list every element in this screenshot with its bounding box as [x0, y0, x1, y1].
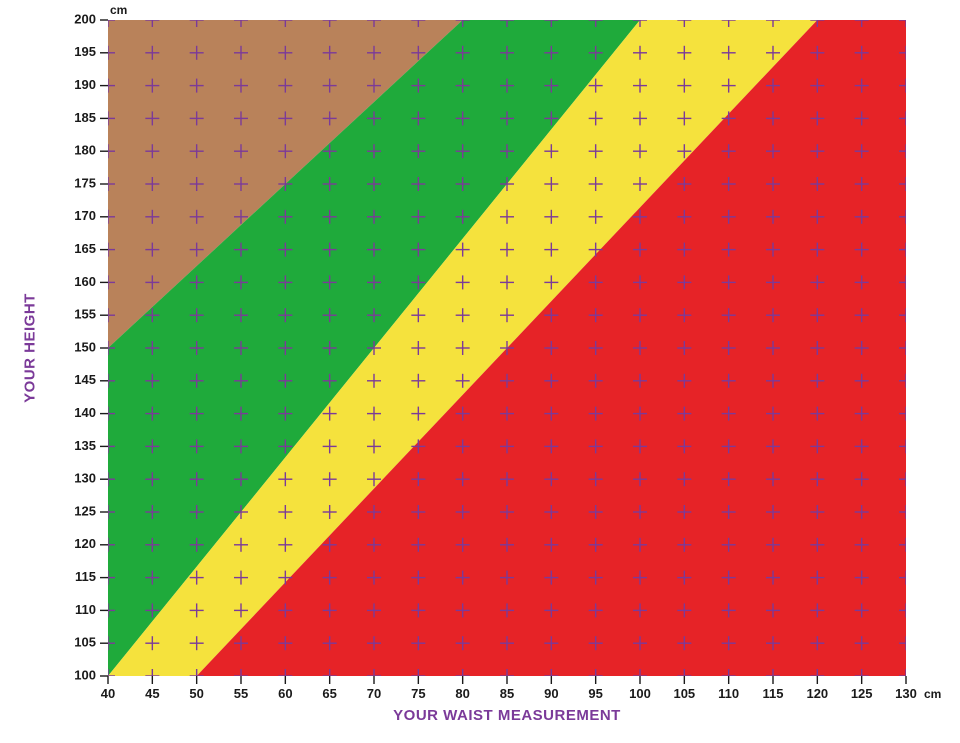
y-axis-title: YOUR HEIGHT: [22, 293, 39, 403]
x-tick-label: 125: [851, 686, 873, 701]
x-unit-label: cm: [924, 687, 941, 701]
x-tick-label: 110: [718, 686, 739, 701]
x-tick-label: 130: [895, 686, 917, 701]
y-tick-label: 115: [75, 569, 96, 584]
x-tick-label: 85: [500, 686, 514, 701]
y-tick-label: 190: [74, 77, 96, 92]
y-tick-label: 155: [74, 307, 96, 322]
x-tick-label: 70: [367, 686, 381, 701]
y-tick-label: 120: [74, 536, 96, 551]
y-tick-label: 160: [74, 274, 96, 289]
x-tick-label: 95: [588, 686, 602, 701]
x-tick-label: 115: [763, 686, 784, 701]
x-tick-label: 75: [411, 686, 425, 701]
y-tick-label: 130: [74, 471, 96, 486]
chart-canvas: 100 105 110 115 120 125 130 135 140 145 150 155 160 1…: [0, 0, 960, 743]
y-tick-label: 150: [74, 339, 96, 354]
y-tick-label: 165: [74, 241, 96, 256]
x-tick-label: 50: [189, 686, 203, 701]
y-tick-label: 125: [74, 503, 96, 518]
x-axis-title: YOUR WAIST MEASUREMENT: [393, 707, 621, 724]
y-tick-label: 135: [74, 438, 96, 453]
x-tick-label: 60: [278, 686, 292, 701]
x-tick-label: 80: [455, 686, 469, 701]
x-tick-label: 40: [101, 686, 115, 701]
y-unit-label: cm: [110, 3, 127, 17]
y-tick-label: 175: [74, 175, 96, 190]
x-tick-label: 120: [806, 686, 828, 701]
y-tick-label: 140: [74, 405, 96, 420]
x-tick-label: 100: [629, 686, 651, 701]
y-tick-label: 200: [74, 11, 96, 26]
y-tick-label: 195: [74, 44, 96, 59]
y-tick-label: 100: [74, 667, 96, 682]
y-tick-label: 180: [74, 143, 96, 158]
height-waist-chart: 100 105 110 115 120 125 130 135 140 145 150 155 160 1…: [0, 0, 960, 743]
x-tick-label: 65: [322, 686, 336, 701]
x-tick-label: 105: [673, 686, 695, 701]
y-tick-label: 145: [74, 372, 96, 387]
y-tick-label: 185: [74, 110, 96, 125]
x-tick-label: 55: [234, 686, 248, 701]
x-tick-label: 45: [145, 686, 159, 701]
y-tick-label: 105: [74, 635, 96, 650]
x-tick-label: 90: [544, 686, 558, 701]
y-tick-label: 170: [74, 208, 96, 223]
y-tick-label: 110: [75, 602, 96, 617]
